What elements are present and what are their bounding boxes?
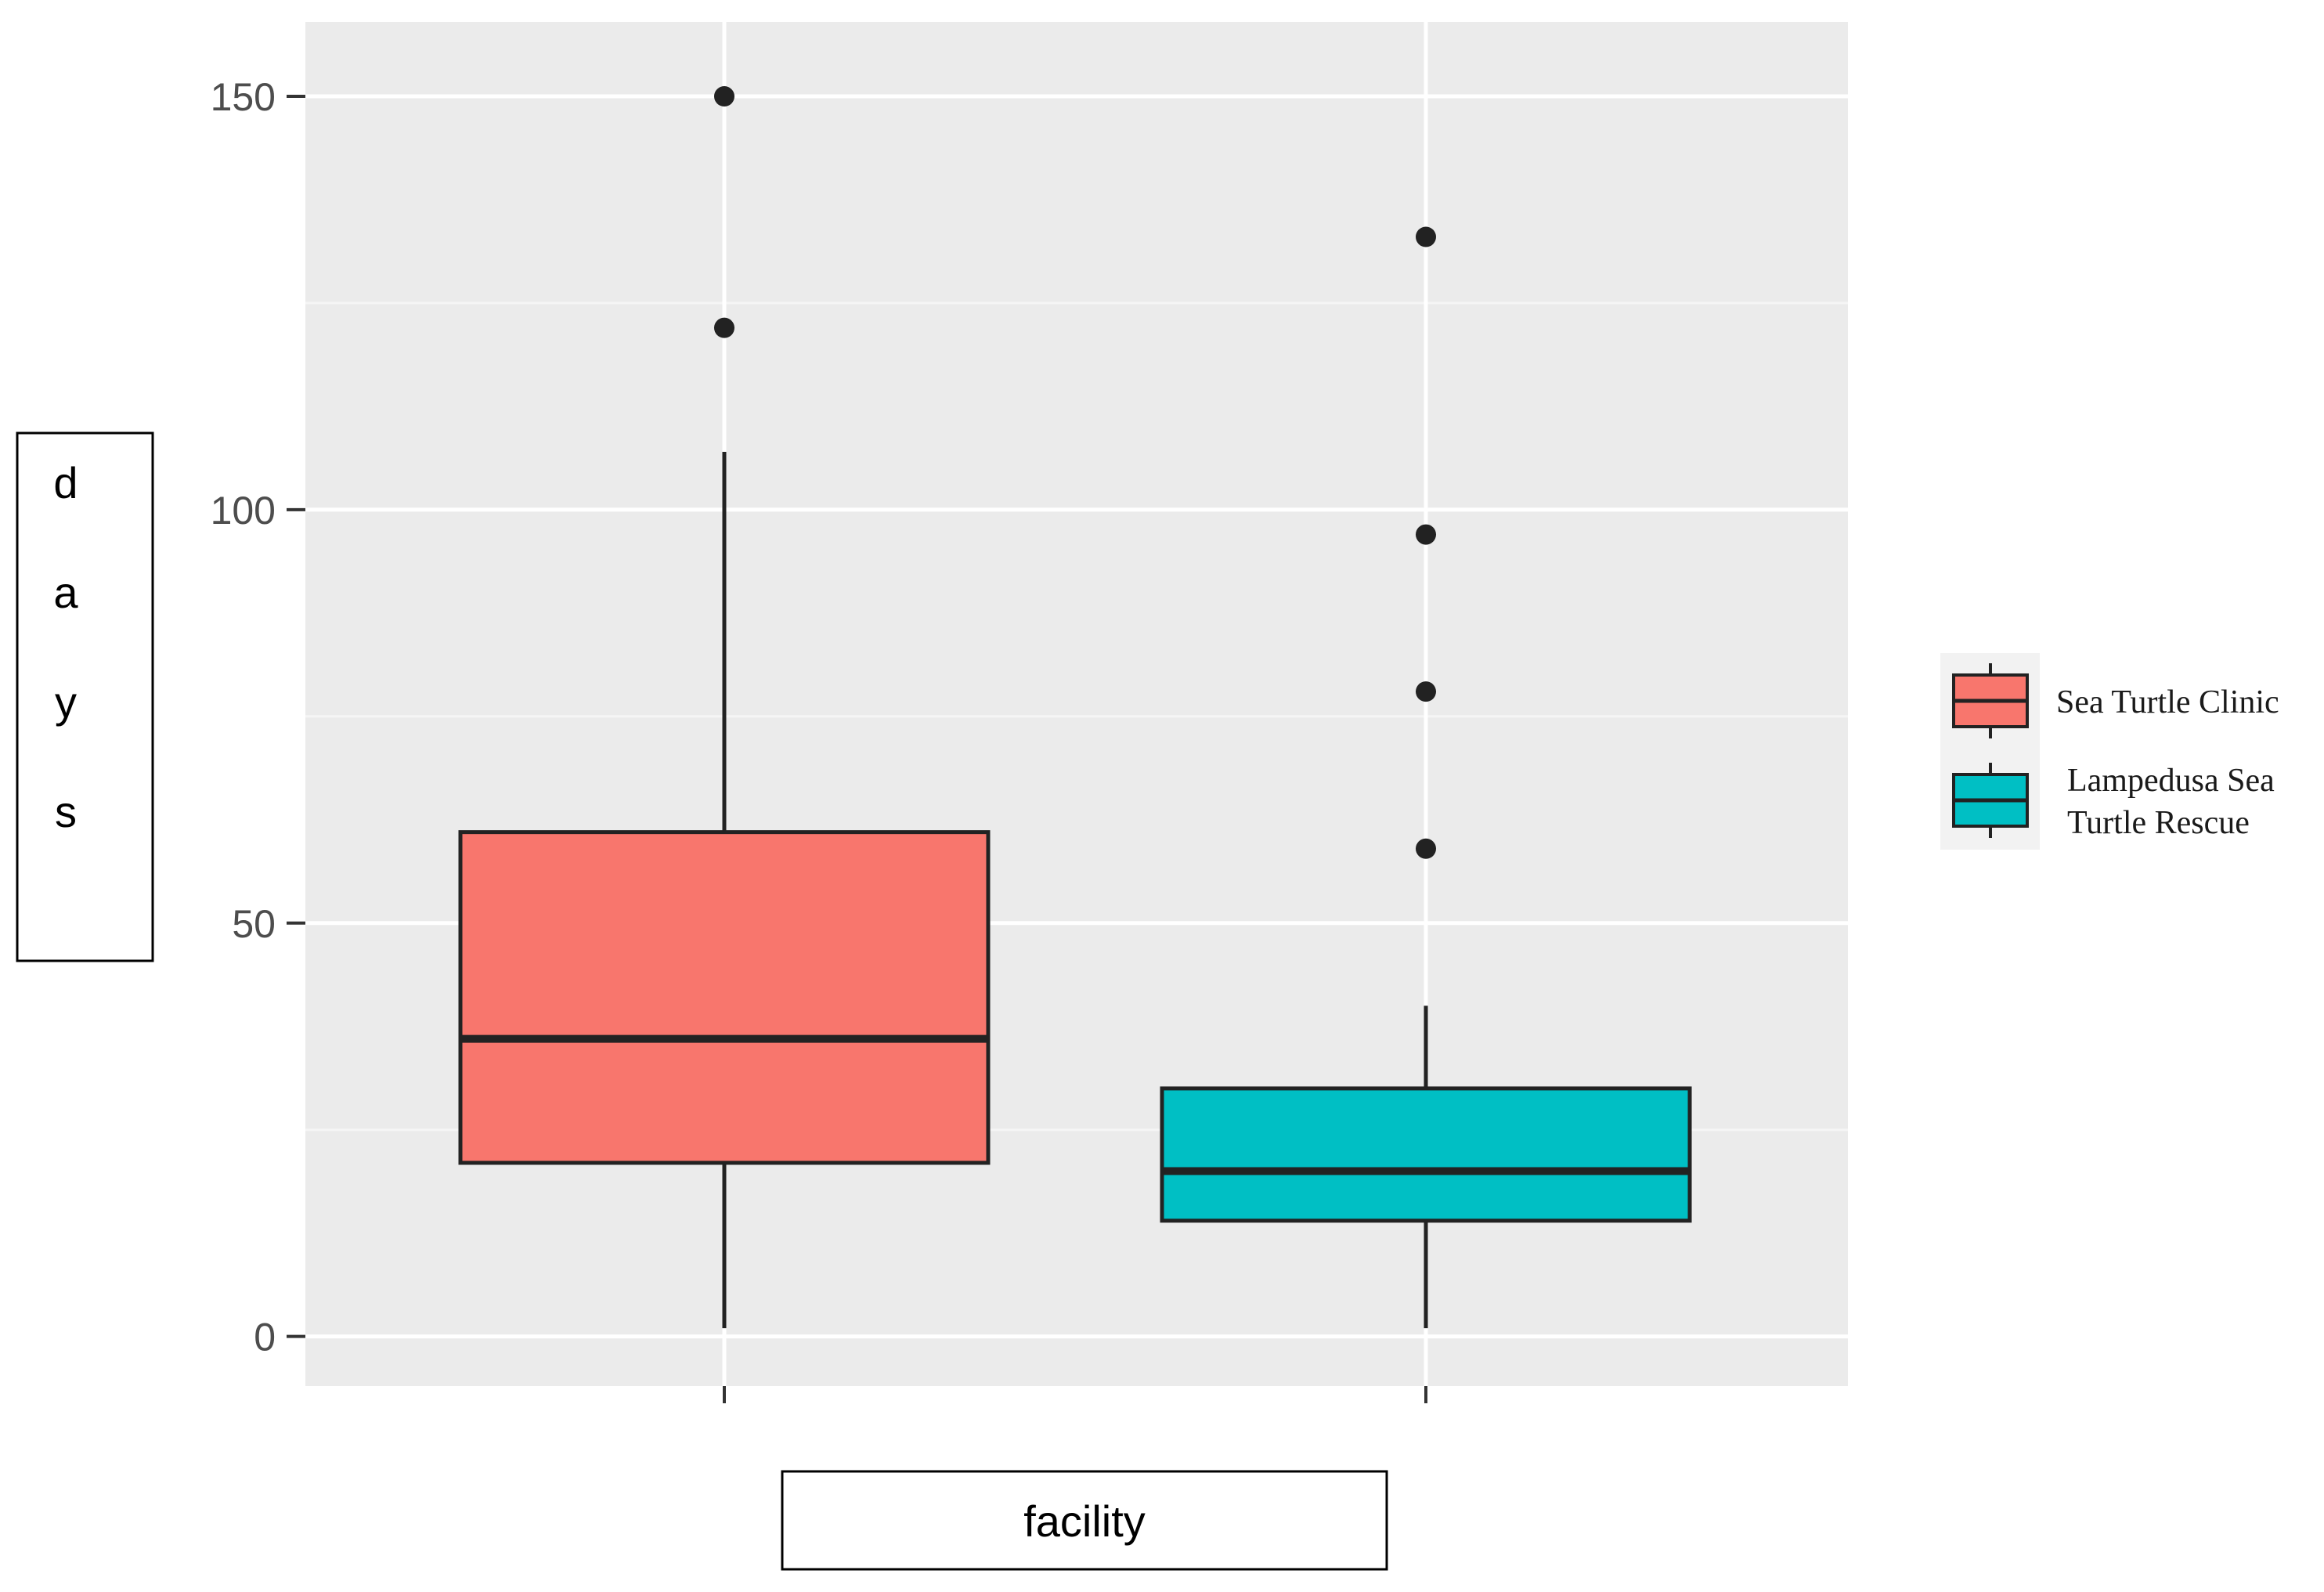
y-axis-title-box <box>16 431 154 962</box>
outlier-point <box>1416 524 1436 545</box>
x-axis-title-box <box>781 1470 1388 1571</box>
legend-label: Sea Turtle Clinic <box>2056 684 2279 720</box>
y-axis-title: d a y s <box>53 458 78 836</box>
outlier-point <box>1416 838 1436 859</box>
outlier-point <box>714 317 734 338</box>
legend-item: Sea Turtle Clinic <box>1952 663 2279 738</box>
outlier-point <box>714 86 734 107</box>
box-lampedusa-sea-turtle-rescue <box>1160 226 1692 1329</box>
y-axis-title-letter: d <box>53 458 78 507</box>
y-tick-label: 150 <box>211 75 276 119</box>
y-tick-label: 50 <box>232 902 276 946</box>
x-axis-title: facility <box>1023 1496 1146 1546</box>
iqr-box <box>1160 1086 1692 1223</box>
y-axis-title-letter: a <box>53 568 78 617</box>
iqr-box <box>458 830 991 1165</box>
axes: 0 50 100 150 <box>211 75 1427 1403</box>
legend-item: Lampedusa Sea Turtle Rescue <box>1952 763 2275 841</box>
boxes <box>458 86 1692 1329</box>
outlier-point <box>1416 681 1436 702</box>
box-sea-turtle-clinic <box>458 86 991 1329</box>
y-axis-title-letter: y <box>55 677 77 727</box>
legend: Sea Turtle Clinic Lampedusa Sea Turtle Res… <box>1940 653 2279 850</box>
outlier-point <box>1416 226 1436 247</box>
y-tick-label: 100 <box>211 489 276 532</box>
grid-lines <box>305 22 1848 1386</box>
y-axis-title-letter: s <box>55 787 77 836</box>
legend-label: Lampedusa Sea Turtle Rescue <box>2067 763 2275 841</box>
y-tick-label: 0 <box>254 1316 276 1359</box>
